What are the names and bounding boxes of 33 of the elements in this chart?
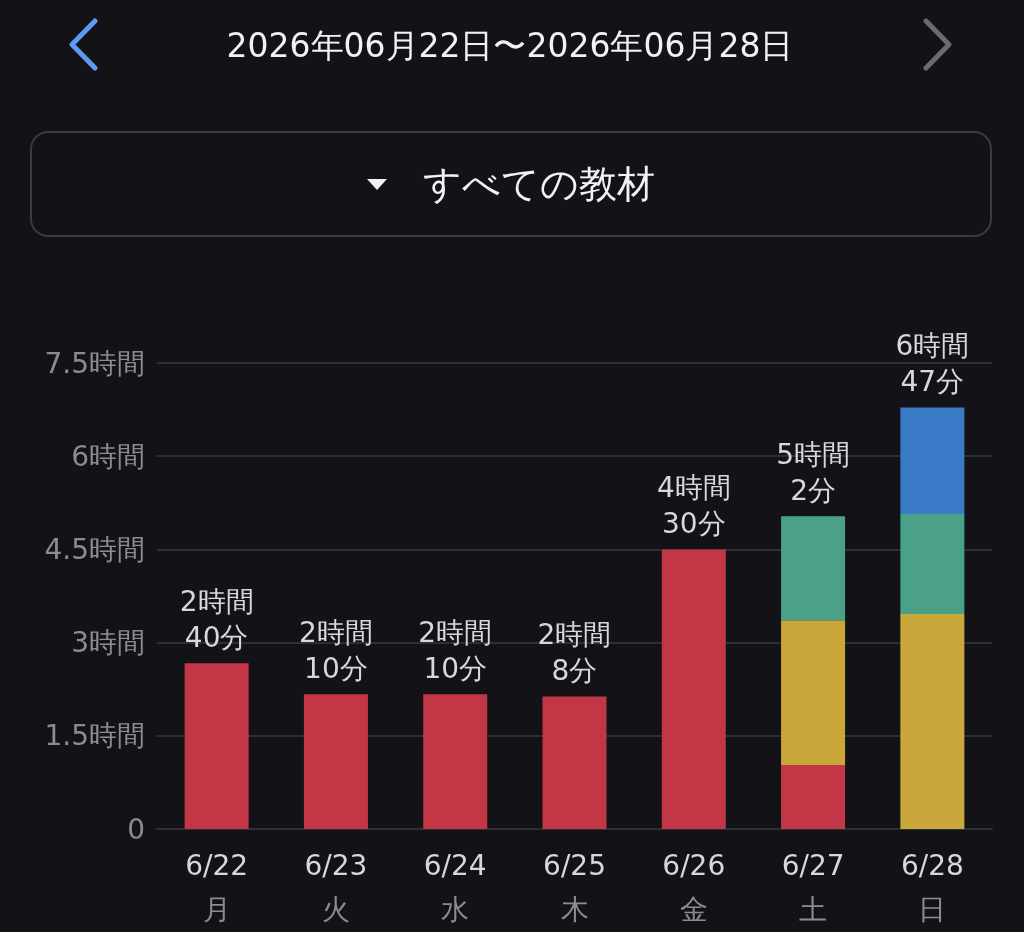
x-tick-label: 6/24 水 (423, 848, 487, 926)
bar (303, 694, 368, 829)
bar (900, 614, 965, 829)
y-tick-label: 4.5時間 (44, 532, 145, 566)
bar (781, 765, 846, 829)
x-tick-label: 6/22 月 (185, 848, 249, 926)
bar (900, 513, 965, 615)
total-label: 6時間 47分 (895, 329, 970, 399)
x-tick-label: 6/28 日 (900, 848, 964, 926)
bar (781, 620, 846, 765)
x-tick-label: 6/26 金 (662, 848, 726, 926)
x-tick-label: 6/27 土 (781, 848, 845, 926)
bar (661, 549, 726, 829)
y-tick-label: 3時間 (71, 626, 145, 660)
chart-subtitle: すべての教材 (423, 161, 655, 208)
y-tick-label: 1.5時間 (44, 719, 145, 753)
total-label: 2時間 40分 (179, 584, 254, 654)
bar (900, 407, 965, 514)
total-label: 2時間 10分 (299, 615, 373, 685)
bar (781, 516, 846, 621)
y-tick-label: 7.5時間 (44, 346, 145, 380)
x-tick-label: 6/25 木 (543, 848, 606, 926)
chart-title: 2026年06月22日〜2026年06月28日 (225, 25, 795, 67)
x-tick-label: 6/23 火 (304, 848, 368, 926)
y-tick-label: 0 (127, 812, 145, 846)
total-label: 5時間 2分 (776, 437, 850, 507)
y-tick-label: 6時間 (71, 439, 145, 473)
bar (423, 694, 488, 829)
total-label: 4時間 30分 (656, 470, 731, 540)
total-label: 2時間 8分 (537, 617, 612, 687)
bar (542, 696, 607, 829)
total-label: 2時間 10分 (418, 615, 493, 685)
bar (184, 663, 249, 829)
